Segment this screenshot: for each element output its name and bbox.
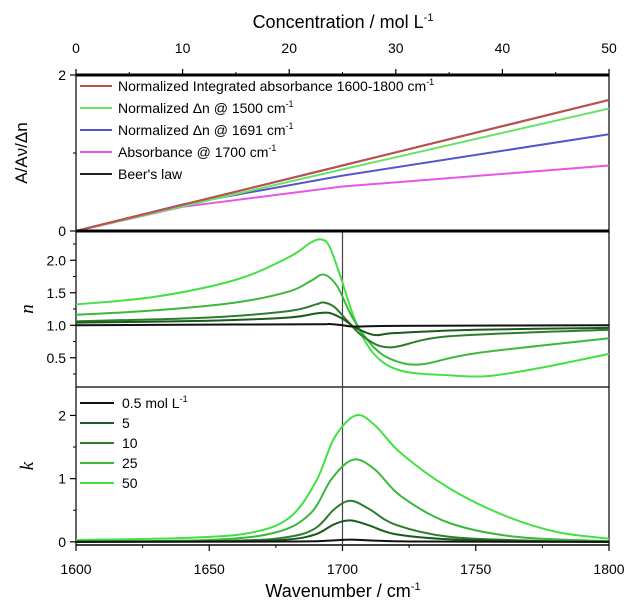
top-x-axis-title: Concentration / mol L-1 [253, 12, 434, 32]
x-tick-label: 50 [601, 40, 617, 56]
middle-panel: 0.5 1.0 1.5 2.0 [47, 231, 610, 388]
x-tick-label: 1750 [460, 561, 491, 577]
series-line [75, 458, 610, 543]
series-line [75, 273, 610, 366]
legend-entry: 50 [122, 475, 138, 491]
series-line [75, 301, 610, 349]
x-tick-label: 30 [388, 40, 404, 56]
y-tick-label: 1.0 [47, 317, 67, 333]
x-tick-label: 20 [281, 40, 297, 56]
x-tick-label: 1600 [60, 561, 91, 577]
series-line [75, 98, 610, 232]
x-tick-label: 10 [175, 40, 191, 56]
bottom-legend: 0.5 mol L-1 5 10 25 50 [80, 394, 188, 491]
x-tick-label: 1700 [327, 561, 358, 577]
x-tick-label: 1650 [194, 561, 225, 577]
series-line [75, 322, 610, 328]
series-line [75, 238, 610, 378]
y-tick-label: 0.5 [47, 350, 67, 366]
y-tick-label: 0 [58, 223, 66, 239]
legend-entry: Normalized Δn @ 1500 cm-1 [118, 99, 294, 116]
y-tick-label: 0 [58, 534, 66, 550]
legend-entry: Normalized Δn @ 1691 cm-1 [118, 121, 294, 138]
legend-entry: 0.5 mol L-1 [122, 394, 188, 411]
x-tick-label: 1800 [593, 561, 624, 577]
series-line [75, 413, 610, 541]
legend-entry: 25 [122, 455, 138, 471]
legend-entry: Normalized Integrated absorbance 1600-18… [118, 77, 434, 94]
y-tick-label: 2 [58, 67, 66, 83]
bottom-y-axis-title: k [17, 461, 38, 470]
legend-entry: 10 [122, 435, 138, 451]
series-line [75, 107, 610, 232]
bottom-x-axis-title: Wavenumber / cm-1 [265, 581, 420, 601]
top-legend: Normalized Integrated absorbance 1600-18… [80, 77, 434, 182]
y-tick-label: 1.5 [47, 285, 67, 301]
middle-y-axis-title: n [17, 304, 38, 314]
x-tick-label: 40 [495, 40, 511, 56]
legend-entry: Beer's law [118, 166, 183, 182]
legend-entry: Absorbance @ 1700 cm-1 [118, 143, 276, 160]
bottom-panel: 0 1 2 1600 1650 1700 1750 1800 0.5 mol L-1 5 10 25 5… [58, 387, 625, 577]
y-tick-label: 1 [58, 471, 66, 487]
top-y-axis-title: A/Aν/Δn [12, 122, 31, 183]
y-tick-label: 2.0 [47, 252, 67, 268]
legend-entry: 5 [122, 415, 130, 431]
x-tick-label: 0 [72, 40, 80, 56]
series-line [75, 538, 610, 543]
series-line [75, 311, 610, 337]
y-tick-label: 2 [58, 407, 66, 423]
